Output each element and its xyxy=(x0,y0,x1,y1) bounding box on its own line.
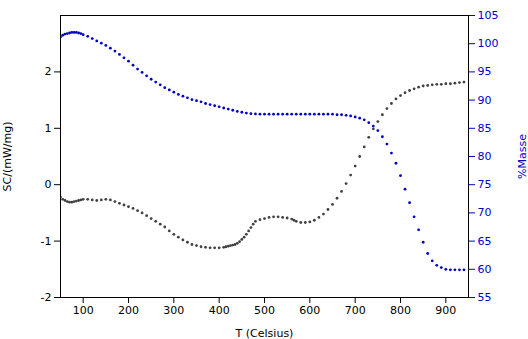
svg-text:800: 800 xyxy=(390,304,411,317)
svg-text:900: 900 xyxy=(435,304,456,317)
svg-text:2: 2 xyxy=(45,65,52,78)
svg-text:95: 95 xyxy=(478,65,492,78)
svg-text:105: 105 xyxy=(478,9,499,22)
svg-text:85: 85 xyxy=(478,122,492,135)
svg-text:100: 100 xyxy=(478,37,499,50)
svg-text:55: 55 xyxy=(478,291,492,304)
svg-text:100: 100 xyxy=(73,304,94,317)
svg-text:700: 700 xyxy=(345,304,366,317)
svg-text:600: 600 xyxy=(299,304,320,317)
svg-text:60: 60 xyxy=(478,263,492,276)
svg-text:300: 300 xyxy=(163,304,184,317)
svg-text:70: 70 xyxy=(478,206,492,219)
svg-text:90: 90 xyxy=(478,94,492,107)
svg-text:75: 75 xyxy=(478,178,492,191)
svg-text:0: 0 xyxy=(45,178,52,191)
svg-text:65: 65 xyxy=(478,235,492,248)
svg-text:-1: -1 xyxy=(41,235,52,248)
svg-text:T (Celsius): T (Celsius) xyxy=(235,327,294,339)
svg-text:500: 500 xyxy=(254,304,275,317)
svg-text:SC/(mW/mg): SC/(mW/mg) xyxy=(1,122,14,192)
svg-text:400: 400 xyxy=(209,304,230,317)
svg-text:80: 80 xyxy=(478,150,492,163)
svg-text:%Masse: %Masse xyxy=(516,134,528,179)
svg-text:-2: -2 xyxy=(41,291,52,304)
svg-text:1: 1 xyxy=(45,122,52,135)
svg-text:200: 200 xyxy=(118,304,139,317)
